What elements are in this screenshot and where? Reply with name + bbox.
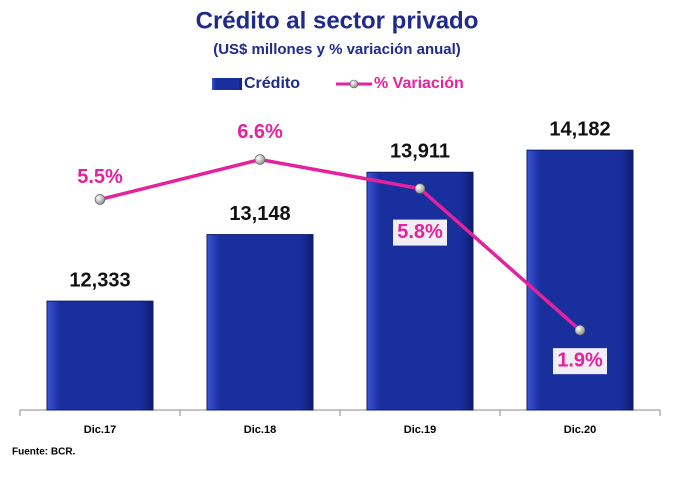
line-value-label: 1.9% [557, 349, 603, 371]
line-value-label: 5.8% [397, 221, 443, 243]
legend-swatch [212, 78, 242, 90]
label-box [393, 219, 447, 246]
bar-value-label: 12,333 [69, 269, 130, 291]
line-series [99, 157, 582, 332]
bar-value-label: 13,148 [229, 203, 290, 225]
line-value-label: 5.5% [77, 166, 123, 188]
chart-title: Crédito al sector privado [196, 7, 479, 34]
bar-value-label: 14,182 [549, 118, 610, 140]
x-tick-label: Dic.20 [564, 424, 596, 436]
legend-marker [349, 79, 359, 89]
line-marker [414, 183, 426, 194]
bar [206, 234, 314, 411]
bar [366, 171, 474, 411]
bar [46, 300, 154, 411]
legend-label: % Variación [374, 75, 464, 92]
chart-subtitle: (US$ millones y % variación anual) [213, 41, 461, 58]
legend-label: Crédito [244, 75, 300, 92]
x-tick-label: Dic.18 [244, 424, 276, 436]
bar-value-label: 13,911 [390, 141, 450, 163]
line-marker [574, 324, 586, 336]
x-tick-label: Dic.19 [404, 424, 436, 436]
label-box [553, 348, 607, 375]
line-marker [254, 154, 266, 165]
line-value-label: 6.6% [237, 121, 283, 143]
x-tick-label: Dic.17 [84, 424, 116, 436]
line-marker [94, 194, 106, 205]
source-note: Fuente: BCR. [12, 447, 76, 458]
